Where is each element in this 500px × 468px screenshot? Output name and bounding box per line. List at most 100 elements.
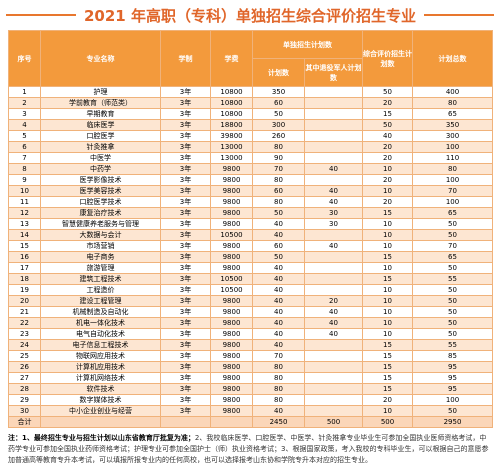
table-cell: 中医学 [40,152,161,164]
table-cell: 10 [362,295,413,307]
table-cell [304,273,363,285]
table-cell: 3年 [160,284,211,296]
header-cell: 学制 [160,30,211,87]
table-cell: 40 [362,130,413,142]
table-cell: 500 [362,416,413,428]
table-cell: 3年 [160,306,211,318]
table-cell: 40 [304,163,363,175]
table-cell: 10 [362,317,413,329]
table-row: 13 智慧健康养老服务与管理 3年 9800 40 30 10 50 [8,218,493,230]
table-cell: 39800 [210,130,253,142]
table-cell: 30 [8,405,41,417]
table-cell: 40 [252,295,305,307]
table-cell: 10800 [210,86,253,98]
table-cell: 90 [252,152,305,164]
table-cell: 40 [252,328,305,340]
table-cell: 40 [252,284,305,296]
table-cell: 100 [412,174,493,186]
table-cell: 医学影像技术 [40,174,161,186]
note-text: 2、我校临床医学、口腔医学、中医学、针灸推拿专业毕业生可参加全国执业医师资格考试… [8,434,489,464]
table-row: 6 针灸推拿 3年 13000 80 20 100 [8,141,493,153]
table-cell: 10800 [210,97,253,109]
table-cell: 3年 [160,295,211,307]
table-cell: 软件技术 [40,383,161,395]
table-cell: 50 [412,405,493,417]
header-cell: 序号 [8,30,41,87]
table-cell: 50 [412,218,493,230]
table-row: 19 工程造价 3年 10500 40 10 50 [8,284,493,296]
table-cell: 40 [252,405,305,417]
table-cell [304,152,363,164]
title: 2021 年高职（专科）单独招生综合评价招生专业 [84,6,416,25]
table-cell: 3年 [160,262,211,274]
table-cell: 3年 [160,328,211,340]
header-cell: 计划数 [252,58,305,87]
table-cell: 8 [8,163,41,175]
table-cell: 临床医学 [40,119,161,131]
table-cell: 3年 [160,394,211,406]
table-cell: 医学美容技术 [40,185,161,197]
table-cell: 11 [8,196,41,208]
table-cell: 电子商务 [40,251,161,263]
table-cell: 9800 [210,196,253,208]
table-cell: 7 [8,152,41,164]
table-cell: 3年 [160,108,211,120]
table-cell: 30 [304,218,363,230]
table-cell: 500 [304,416,363,428]
table-cell: 55 [412,273,493,285]
table-cell: 100 [412,196,493,208]
table-cell [304,174,363,186]
table-cell: 10500 [210,284,253,296]
table-cell: 15 [362,361,413,373]
header-cell: 综合评价招生计划数 [362,30,413,87]
table-cell: 9800 [210,372,253,384]
table-cell: 50 [362,119,413,131]
table-cell: 9800 [210,361,253,373]
table-cell: 20 [8,295,41,307]
table-cell: 28 [8,383,41,395]
table-cell: 40 [304,185,363,197]
table-cell: 9800 [210,317,253,329]
table-cell [304,108,363,120]
table-cell [304,262,363,274]
table-row: 27 计算机网络技术 3年 9800 80 15 95 [8,372,493,384]
table-cell: 95 [412,383,493,395]
title-bar: 2021 年高职（专科）单独招生综合评价招生专业 [0,0,500,30]
table-cell: 旅游管理 [40,262,161,274]
table-cell: 50 [412,229,493,241]
table-cell: 9800 [210,207,253,219]
table-cell: 电气自动化技术 [40,328,161,340]
table-cell: 80 [252,196,305,208]
table-cell: 10 [362,240,413,252]
table-cell: 10800 [210,108,253,120]
table-cell [304,251,363,263]
table-cell: 100 [412,394,493,406]
table-cell: 2450 [252,416,305,428]
table-cell: 智慧健康养老服务与管理 [40,218,161,230]
table-row: 12 康复治疗技术 3年 9800 50 30 15 65 [8,207,493,219]
table-cell: 40 [252,229,305,241]
table-cell: 15 [362,350,413,362]
table-cell: 15 [362,207,413,219]
table-cell: 85 [412,350,493,362]
table-cell: 20 [362,141,413,153]
table-cell: 中小企业创业与经营 [40,405,161,417]
table-cell: 建设工程管理 [40,295,161,307]
table-cell: 康复治疗技术 [40,207,161,219]
table-cell: 9800 [210,394,253,406]
table-cell: 3年 [160,383,211,395]
table-cell: 机电一体化技术 [40,317,161,329]
table-row: 26 计算机应用技术 3年 9800 80 15 95 [8,361,493,373]
table-cell [304,372,363,384]
table-cell: 40 [252,339,305,351]
table-cell: 9800 [210,328,253,340]
table-cell: 22 [8,317,41,329]
table-cell: 建筑工程技术 [40,273,161,285]
table-row: 9 医学影像技术 3年 9800 80 20 100 [8,174,493,186]
table-cell [304,361,363,373]
table-cell: 23 [8,328,41,340]
table-cell: 50 [362,86,413,98]
table-cell: 10 [362,229,413,241]
table: 序号 专业名称 学制 学费 单独招生计划数 综合评价招生计划数 计划总数 计划数… [8,30,493,428]
table-cell [160,416,211,428]
